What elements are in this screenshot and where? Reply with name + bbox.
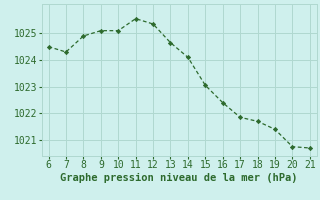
X-axis label: Graphe pression niveau de la mer (hPa): Graphe pression niveau de la mer (hPa) (60, 173, 298, 183)
